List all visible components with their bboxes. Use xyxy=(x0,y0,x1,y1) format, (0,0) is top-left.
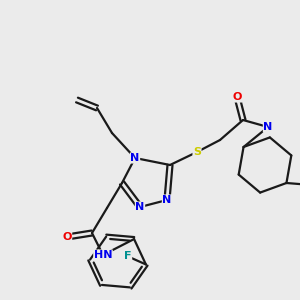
Text: F: F xyxy=(124,251,132,261)
Text: N: N xyxy=(162,195,172,205)
Text: O: O xyxy=(62,232,72,242)
Text: N: N xyxy=(263,122,273,132)
Text: S: S xyxy=(193,147,201,157)
Text: N: N xyxy=(135,202,145,212)
Text: N: N xyxy=(130,153,140,163)
Text: HN: HN xyxy=(94,250,112,260)
Text: O: O xyxy=(232,92,242,102)
